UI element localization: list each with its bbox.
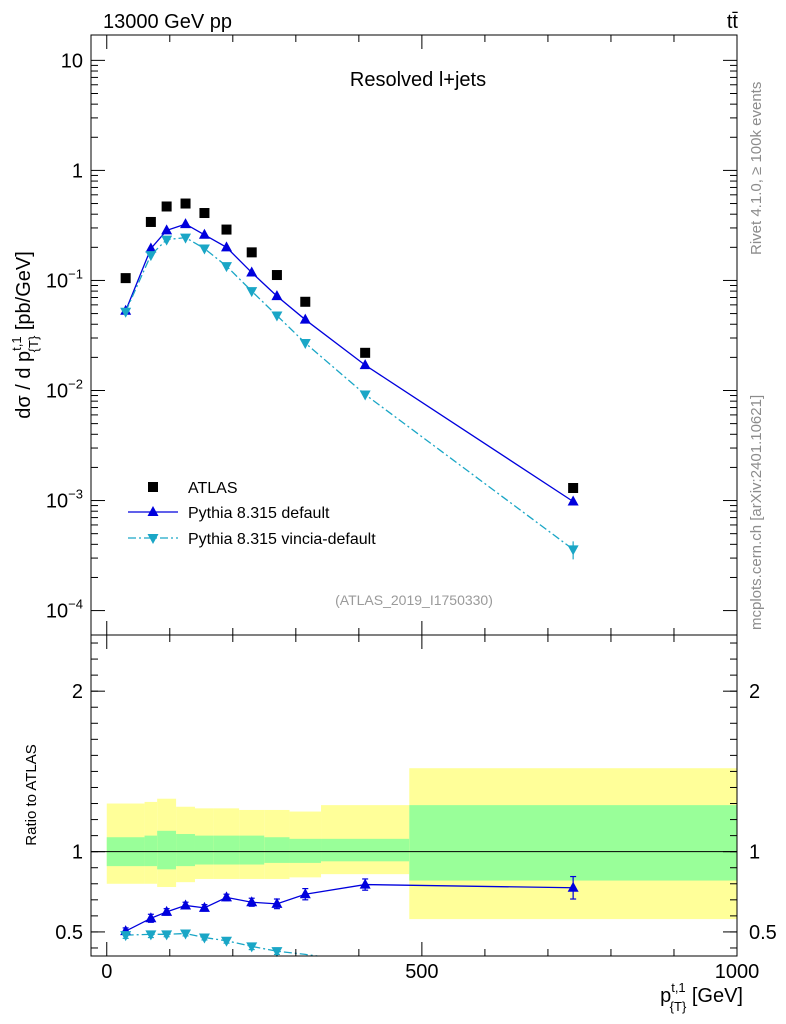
data-point-s2-4	[198, 244, 210, 255]
data-point-s1-2	[161, 224, 173, 235]
ratio-point-s1-2	[161, 930, 173, 941]
svg-text:dσ / d pt,1{T} [pb/GeV]: dσ / d pt,1 {T} [pb/GeV]	[9, 251, 41, 419]
inner-uncertainty-band	[409, 805, 737, 881]
data-point-s2-7	[271, 311, 283, 322]
series-line-2	[125, 236, 574, 550]
inner-uncertainty-band	[144, 835, 158, 867]
data-point-s1-3	[180, 218, 192, 229]
y-axis-label-main: dσ / d pt,1 {T} [pb/GeV]	[9, 251, 41, 419]
data-point-s1-10	[567, 495, 579, 506]
ratio-point-s0-6	[246, 896, 258, 907]
ratio-series-line-1	[125, 932, 318, 957]
energy-label: 13000 GeV pp	[103, 11, 232, 33]
ratio-point-s0-9	[359, 878, 371, 889]
mcplots-url-text: mcplots.cern.ch [arXiv:2401.10621]	[748, 395, 765, 630]
x-tick-label: 1000	[715, 961, 760, 983]
y-tick-label: 1	[72, 160, 83, 182]
ratio-plot-panel: 0.5 0.5 1 1 2 2 0 500 1000 Ratio to ATLAS pt,1 {T…	[23, 634, 777, 1014]
x-axis-label: pt,1 {T} [GeV]	[660, 980, 743, 1014]
ratio-point-s0-2	[161, 905, 173, 916]
inner-uncertainty-band	[213, 835, 240, 865]
process-label: tt̄	[727, 11, 739, 33]
ratio-point-s0-3	[180, 899, 192, 910]
legend-marker-1	[147, 506, 159, 516]
data-point-s2-1	[145, 251, 157, 262]
y-tick-label: 10−2	[46, 376, 83, 402]
ratio-y-tick-label-right: 0.5	[749, 922, 777, 944]
ratio-point-s1-5	[221, 936, 233, 947]
data-point-s0-9	[360, 347, 371, 358]
data-point-s1-8	[299, 313, 311, 324]
y-tick-label: 10−3	[46, 487, 83, 513]
data-point-s0-3	[180, 198, 191, 209]
inner-uncertainty-band	[157, 830, 177, 870]
data-point-s1-9	[359, 359, 371, 370]
inner-uncertainty-band	[289, 838, 322, 863]
data-point-s2-8	[299, 339, 311, 350]
data-point-s2-3	[180, 233, 192, 244]
y-axis-label-ratio: Ratio to ATLAS	[23, 744, 40, 845]
data-point-s0-5	[221, 224, 232, 235]
rivet-version-text: Rivet 4.1.0, ≥ 100k events	[748, 82, 765, 255]
x-tick-label: 500	[405, 961, 438, 983]
legend-marker-0	[148, 482, 158, 492]
ratio-y-tick-label: 1	[72, 842, 83, 864]
ratio-point-s1-6	[246, 942, 258, 953]
x-tick-label: 0	[101, 961, 112, 983]
inner-uncertainty-band	[176, 834, 195, 867]
ratio-point-s1-3	[180, 929, 192, 940]
legend-label-0: ATLAS	[188, 480, 238, 497]
data-point-s2-5	[221, 262, 233, 273]
data-point-s0-10	[568, 483, 579, 494]
data-point-s0-4	[199, 208, 210, 219]
ratio-point-s1-0	[120, 931, 132, 942]
legend: ATLAS Pythia 8.315 default Pythia 8.315 vi…	[128, 480, 376, 548]
data-point-s1-6	[246, 266, 258, 277]
ratio-point-s1-7	[271, 947, 283, 958]
y-tick-label: 10−4	[46, 597, 83, 623]
data-point-s0-1	[145, 216, 156, 227]
data-point-s2-2	[161, 235, 173, 246]
data-point-s0-2	[161, 201, 172, 212]
ratio-y-tick-label-right: 2	[749, 681, 760, 703]
legend-label-1: Pythia 8.315 default	[188, 505, 330, 522]
ratio-point-s0-8	[299, 888, 311, 899]
legend-marker-2	[147, 534, 159, 544]
data-point-s0-8	[300, 296, 311, 307]
data-point-s0-6	[246, 247, 257, 258]
data-point-s0-0	[120, 273, 131, 284]
ratio-point-s1-1	[145, 930, 157, 941]
ratio-point-s0-10	[567, 881, 579, 892]
y-tick-label: 10−1	[46, 266, 83, 292]
ratio-y-tick-label: 0.5	[55, 922, 83, 944]
ratio-y-tick-label-right: 1	[749, 842, 760, 864]
ratio-point-s0-1	[145, 912, 157, 923]
data-point-s1-5	[221, 241, 233, 252]
legend-label-2: Pythia 8.315 vincia-default	[188, 531, 376, 548]
series-line-1	[125, 223, 574, 503]
plot-title: Resolved l+jets	[350, 69, 486, 91]
data-point-s1-7	[271, 290, 283, 301]
inner-uncertainty-band	[239, 835, 265, 865]
ratio-point-s0-7	[271, 897, 283, 908]
svg-text:pt,1{T} [GeV]: pt,1 {T} [GeV]	[660, 980, 743, 1014]
data-point-s2-9	[359, 390, 371, 401]
inner-uncertainty-band	[264, 837, 290, 863]
data-point-s2-0	[120, 307, 132, 318]
data-point-s1-4	[198, 228, 210, 239]
y-tick-label: 10	[61, 50, 83, 72]
ratio-plot-frame	[90, 634, 738, 957]
main-plot-panel: 10−4 10−3 10−2 10−1 1 10 Resolved l+jets (ATL…	[9, 34, 738, 636]
ratio-point-s0-5	[221, 891, 233, 902]
analysis-id: (ATLAS_2019_I1750330)	[335, 592, 493, 608]
ratio-point-s0-4	[198, 901, 210, 912]
inner-uncertainty-band	[194, 835, 214, 865]
ratio-point-s1-4	[198, 933, 210, 944]
data-point-s0-7	[271, 270, 282, 281]
data-point-s1-1	[145, 242, 157, 253]
data-point-s2-6	[246, 287, 258, 298]
inner-uncertainty-band	[321, 838, 410, 862]
ratio-y-tick-label: 2	[72, 681, 83, 703]
